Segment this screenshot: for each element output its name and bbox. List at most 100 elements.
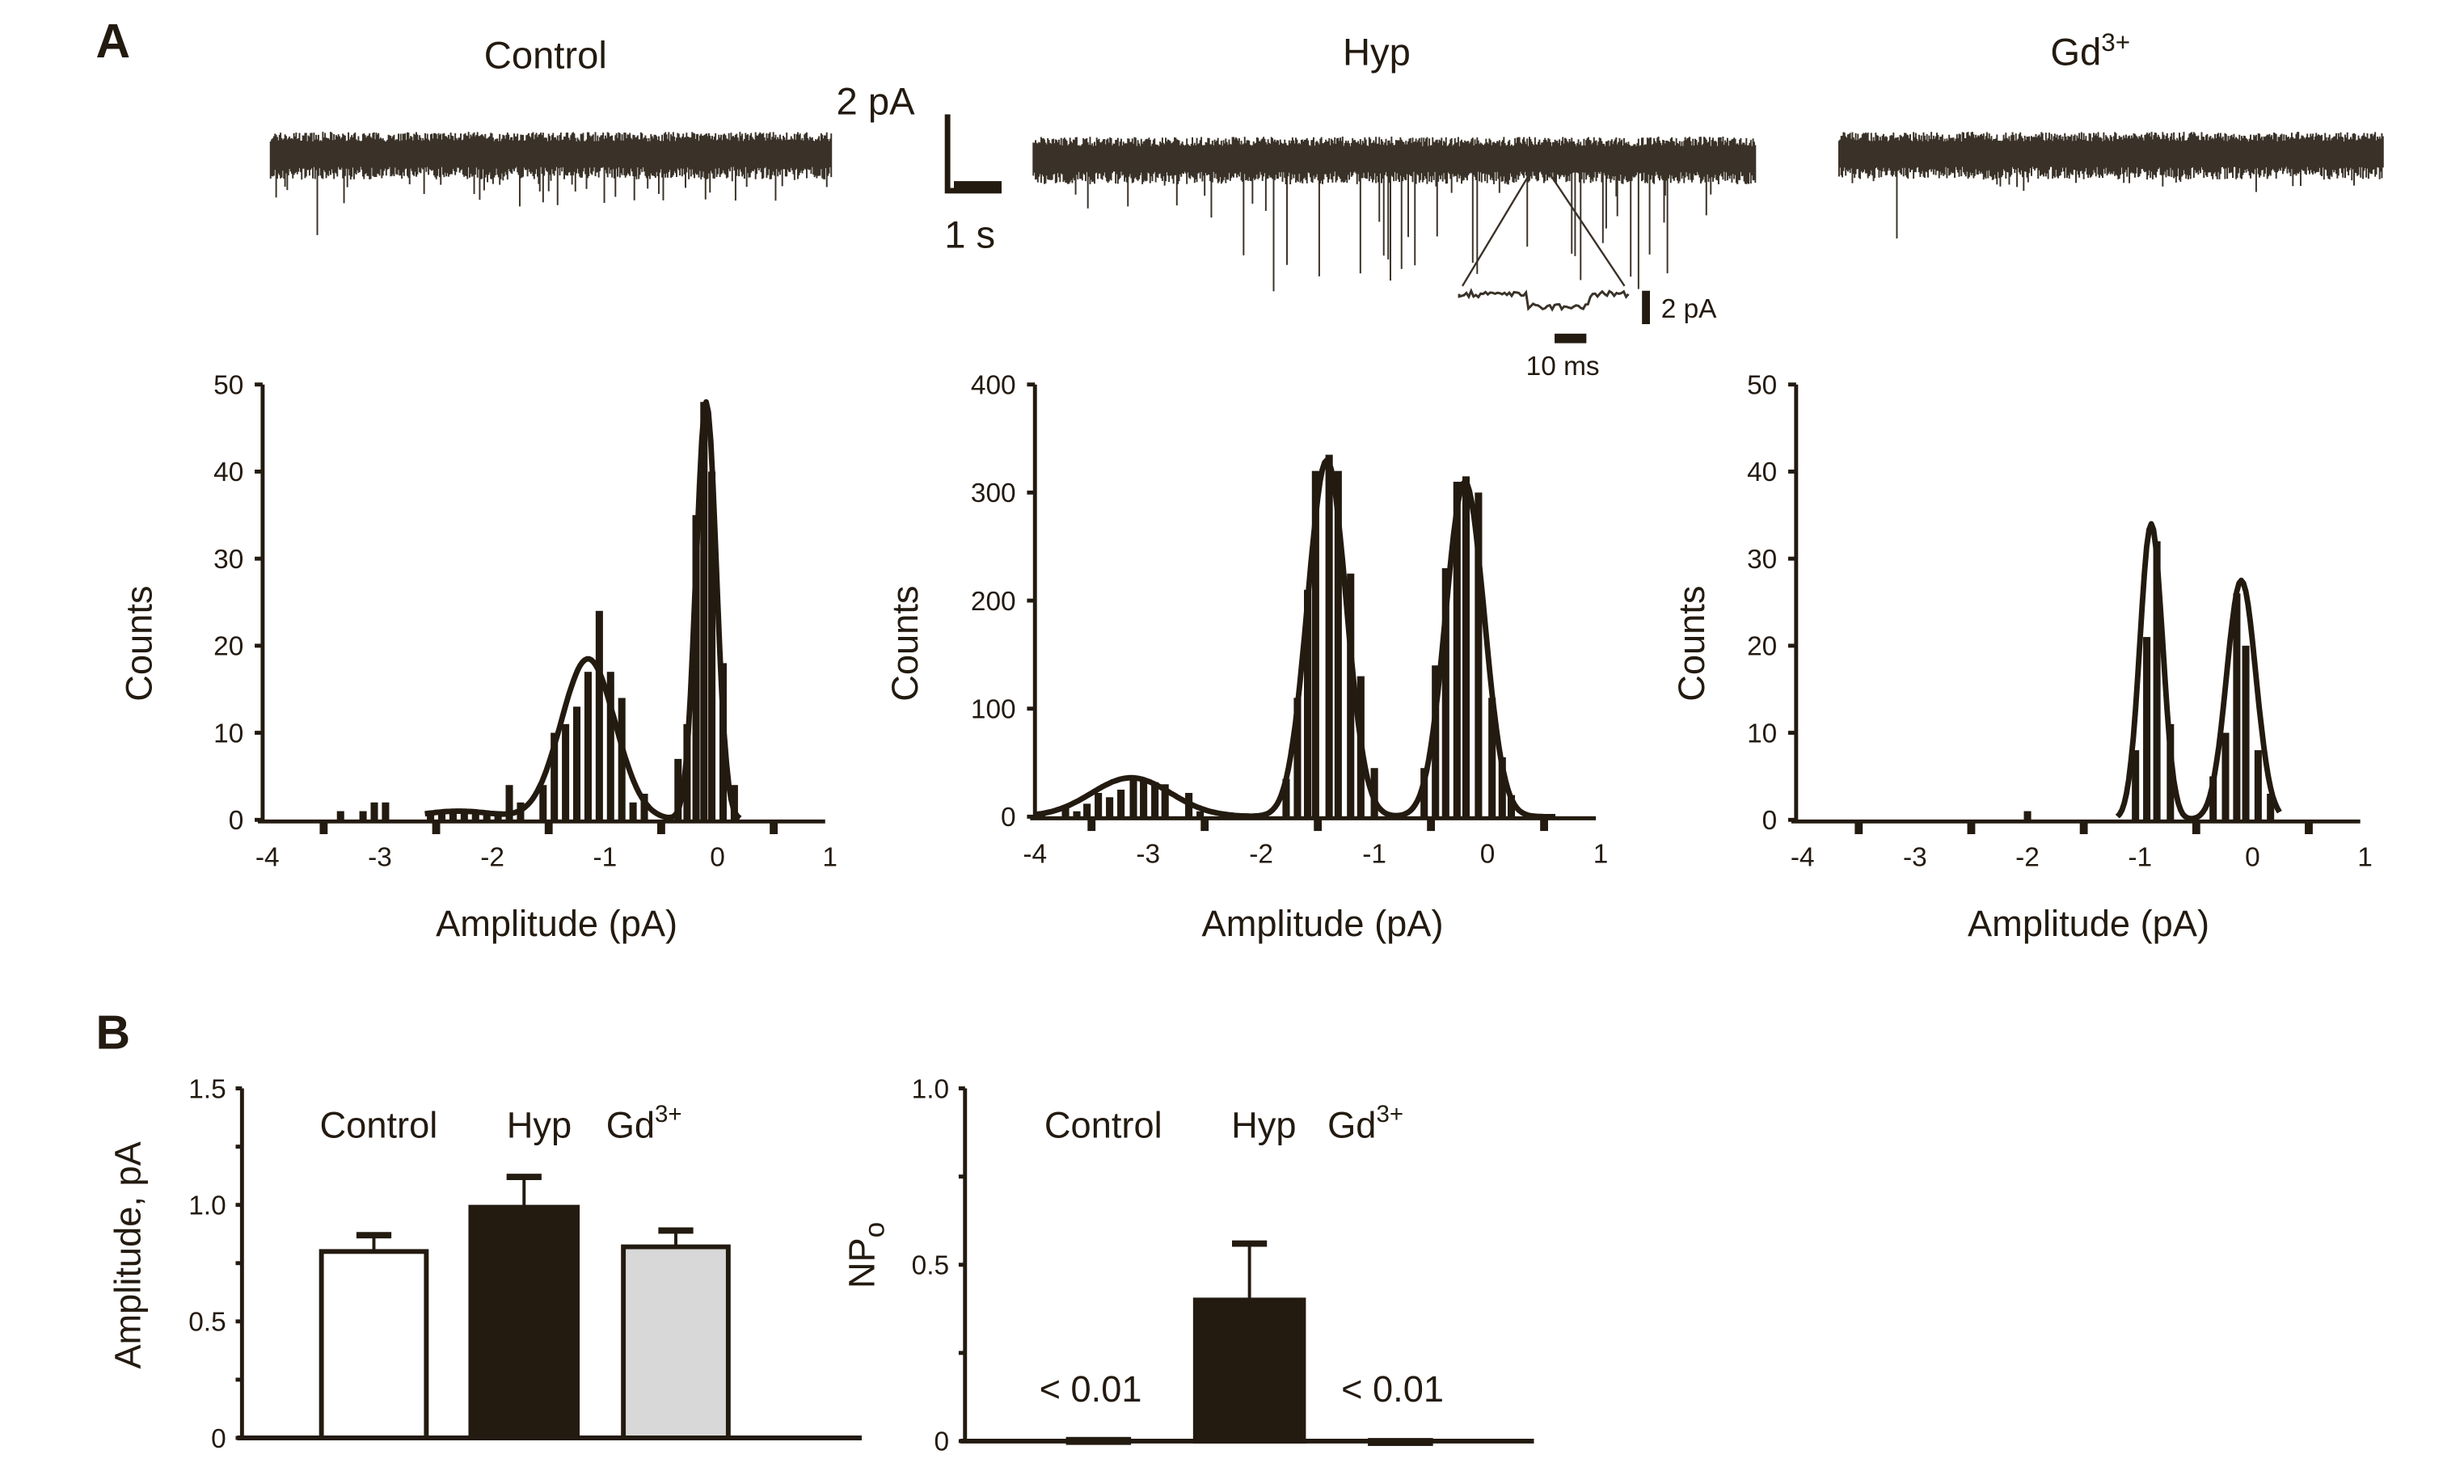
y-axis-label: Counts (118, 586, 159, 702)
category-label: Control (320, 1104, 438, 1145)
histogram-bar (1129, 778, 1137, 817)
histogram-bar (1462, 476, 1470, 817)
histogram-bar (1453, 482, 1461, 817)
histogram-bar (640, 794, 648, 820)
histogram-bar (1304, 589, 1312, 817)
amplitude-bars: Control Hyp Gd3+ 0 0.5 1.0 1.5 Amplitude, pA (108, 1074, 862, 1454)
histogram-bar (1161, 784, 1169, 817)
inset-guide-right (1544, 166, 1626, 287)
histogram-bar (2023, 811, 2032, 820)
histogram-bar (2221, 732, 2230, 820)
x-minor-tick (2305, 821, 2313, 835)
x-tick-label: 0 (1480, 839, 1496, 869)
scale-bar-time (953, 181, 1002, 192)
y-tick-label: 0.5 (188, 1308, 226, 1338)
histogram-bar (505, 785, 513, 820)
histogram-bar (584, 672, 592, 820)
x-minor-tick (1854, 821, 1863, 835)
y-tick-label: 20 (1747, 632, 1777, 662)
gaussian-fit-curve (2115, 521, 2282, 822)
x-minor-tick (1427, 818, 1436, 832)
histogram-bar (437, 811, 446, 820)
histogram-bar (2153, 541, 2161, 820)
histogram-bar (1293, 698, 1302, 817)
histogram-bar (674, 758, 682, 820)
y-tick-label: 30 (1747, 545, 1777, 575)
histogram-bar (2267, 794, 2275, 820)
y-tick-label: 40 (1747, 457, 1777, 487)
y-tick-label: 1.5 (188, 1074, 226, 1104)
histogram-bar (370, 802, 378, 820)
histogram-bar (1334, 470, 1342, 817)
x-tick-label: -1 (593, 842, 617, 872)
x-minor-tick (319, 821, 328, 835)
x-tick-label: 0 (2245, 842, 2260, 872)
y-tick-label: 400 (971, 371, 1016, 401)
x-minor-tick (1200, 818, 1209, 832)
histogram-bar (1432, 665, 1440, 817)
histogram-hyp: 0 100 200 300 400 -4 -3 -2 -1 0 1 Amplitude (pA) Cou… (884, 371, 1609, 944)
category-label: Gd3+ (1327, 1101, 1403, 1146)
scale-bar-current-label: 2 pA (837, 80, 916, 123)
y-tick-label: 10 (213, 719, 243, 748)
x-tick-label: -2 (1249, 839, 1273, 869)
histogram-bar (2233, 593, 2241, 820)
y-tick-label: 0 (935, 1427, 950, 1457)
histogram-bar (359, 811, 367, 820)
histogram-bar (562, 723, 570, 820)
histogram-bar (606, 672, 614, 820)
current-trace-control (269, 132, 833, 235)
y-tick-label: 1.0 (188, 1191, 226, 1221)
current-trace-gd (1837, 132, 2384, 239)
histogram-bar (2254, 750, 2262, 820)
histogram-bar (629, 802, 637, 820)
x-tick-label: -4 (255, 842, 280, 872)
y-tick-label: 1.0 (912, 1074, 949, 1104)
x-tick-label: 1 (1593, 839, 1609, 869)
x-axis-label: Amplitude (pA) (1968, 903, 2209, 944)
histogram-bar (1347, 573, 1355, 817)
x-axis-label: Amplitude (pA) (436, 903, 677, 944)
y-tick-label: 100 (971, 695, 1016, 725)
y-tick-label: 10 (1747, 719, 1777, 748)
x-tick-label: -4 (1023, 839, 1047, 869)
histogram-bar (336, 811, 344, 820)
y-tick-label: 50 (1747, 371, 1777, 401)
x-axis-label: Amplitude (pA) (1202, 903, 1444, 944)
y-tick-label: 30 (213, 545, 243, 575)
histogram-bar (708, 471, 716, 820)
x-minor-tick (1314, 818, 1323, 832)
x-tick-label: 1 (2357, 842, 2373, 872)
scale-bar (944, 114, 1002, 194)
panel-label-b: B (95, 1006, 130, 1059)
histogram-bar (460, 811, 468, 820)
y-tick-label: 0.5 (912, 1251, 949, 1281)
y-axis-label: Amplitude, pA (108, 1140, 149, 1368)
trace-title-hyp: Hyp (1343, 31, 1411, 74)
x-tick-label: -1 (1362, 839, 1386, 869)
histogram-bar (1475, 492, 1483, 817)
inset-scale-bar-current (1642, 290, 1650, 325)
y-tick-label: 300 (971, 479, 1016, 508)
x-minor-tick (2192, 821, 2200, 835)
histogram-bar (1095, 792, 1103, 817)
histogram-bar (700, 402, 708, 820)
x-tick-label: -4 (1791, 842, 1815, 872)
inset-guide-left (1462, 166, 1535, 287)
y-axis-label: Counts (1671, 586, 1712, 702)
histogram-bar (1151, 782, 1159, 817)
category-label: Gd3+ (606, 1101, 682, 1146)
histogram-bar (2143, 637, 2151, 820)
histogram-bar (573, 706, 581, 820)
bar-control (319, 1249, 429, 1440)
histogram-bar (1140, 778, 1148, 817)
value-annotation: < 0.01 (1040, 1368, 1142, 1410)
gaussian-fit-curve (424, 398, 742, 821)
histogram-bar (382, 802, 390, 820)
y-tick-label: 0 (1001, 803, 1016, 833)
x-tick-label: -3 (368, 842, 392, 872)
panel-label-a: A (95, 15, 130, 68)
x-minor-tick (770, 821, 778, 835)
histogram-bar (692, 515, 700, 820)
histogram-bar (595, 610, 603, 820)
